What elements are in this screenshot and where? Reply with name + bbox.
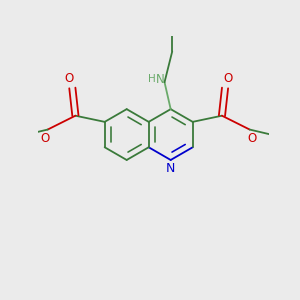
Text: O: O xyxy=(224,72,233,85)
Text: O: O xyxy=(207,0,216,2)
Text: O: O xyxy=(41,132,50,145)
Text: N: N xyxy=(166,162,175,175)
Text: O: O xyxy=(64,72,74,85)
Text: N: N xyxy=(155,73,164,85)
Text: O: O xyxy=(248,132,256,145)
Text: H: H xyxy=(148,74,156,84)
